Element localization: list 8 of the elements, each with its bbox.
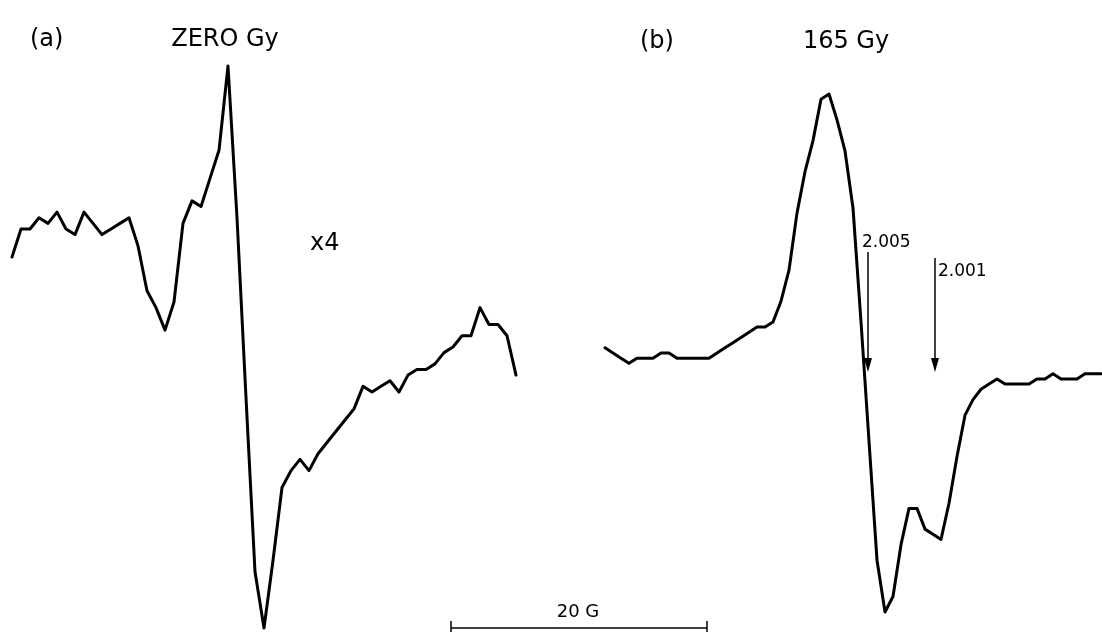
chart-title: 165 Gy: [802, 26, 890, 54]
text: 20 G: [556, 600, 600, 621]
text: (a): [30, 24, 64, 52]
annotation: x4: [310, 228, 340, 256]
annotation: 2.001: [938, 260, 987, 280]
annotation: 2.005: [862, 231, 911, 251]
chart-title: ZERO Gy: [171, 24, 279, 52]
text: (b): [640, 26, 674, 54]
